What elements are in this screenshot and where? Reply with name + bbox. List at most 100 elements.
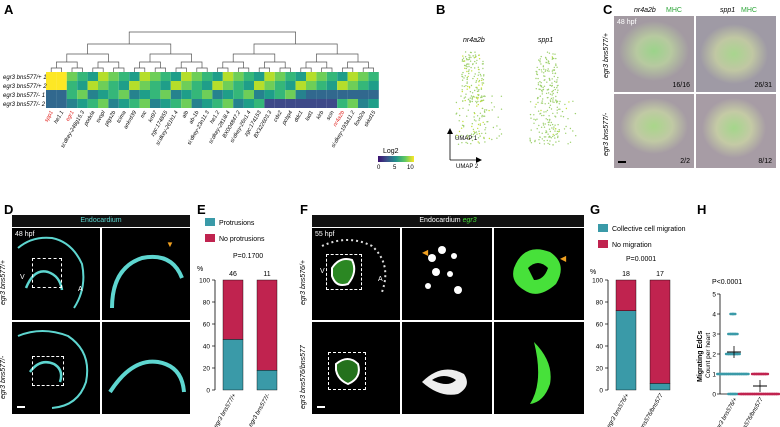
umap-cell xyxy=(480,88,483,91)
heatmap-cell xyxy=(170,81,182,90)
bar-n-label: 11 xyxy=(263,271,270,278)
heatmap-cell xyxy=(243,72,254,81)
umap-cell xyxy=(543,72,545,74)
d-header: Endocardium xyxy=(12,215,190,227)
heatmap-cell xyxy=(222,99,234,108)
umap-cell xyxy=(478,142,480,144)
umap-cell xyxy=(554,137,556,139)
heatmap-cell xyxy=(191,99,202,108)
umap-cell xyxy=(473,132,476,135)
umap-cell xyxy=(472,136,474,138)
heatmap-cell xyxy=(202,99,213,108)
umap-cell xyxy=(482,67,484,70)
umap-cell xyxy=(466,115,468,117)
umap-cell xyxy=(464,96,467,98)
dendrogram-branch xyxy=(264,61,286,68)
umap-cell xyxy=(467,59,469,61)
umap-cell xyxy=(539,61,541,63)
heatmap-cell xyxy=(98,72,109,81)
y-tick-label: 60 xyxy=(203,322,211,329)
heatmap-gene-label: he1.1 xyxy=(53,110,65,125)
umap-cell xyxy=(477,141,479,143)
heatmap-gene-label: ddc1 xyxy=(293,110,304,123)
umap-cell xyxy=(541,100,543,102)
umap-cell xyxy=(551,127,553,129)
umap-cell xyxy=(546,109,549,112)
umap-cell xyxy=(551,58,553,60)
panel-c: nr4a2b MHC spp1 MHC 48 hpf 16/16 26/31 2… xyxy=(600,0,780,170)
umap-cell xyxy=(538,68,540,71)
umap-cell xyxy=(464,75,466,77)
data-point xyxy=(750,372,756,376)
umap-cell xyxy=(466,76,468,79)
umap-cell xyxy=(548,106,551,109)
dendrogram-branch xyxy=(149,53,192,62)
umap-cell xyxy=(485,127,487,129)
umap-cell xyxy=(467,85,469,88)
umap-cell xyxy=(550,137,552,139)
data-point xyxy=(733,332,739,336)
dendrogram-branch xyxy=(180,61,203,68)
d-timepoint: 48 hpf xyxy=(15,231,35,238)
umap-cell xyxy=(545,136,547,138)
heatmap-cell xyxy=(368,99,379,108)
umap-cell xyxy=(569,127,572,130)
umap-cell xyxy=(534,119,537,121)
heatmap-cell xyxy=(170,72,182,81)
umap-cell xyxy=(546,81,548,83)
heatmap-cell xyxy=(160,72,171,81)
heatmap-cell xyxy=(347,99,358,108)
umap-cell xyxy=(472,77,474,80)
umap-cell xyxy=(560,115,562,117)
umap-cell xyxy=(476,115,479,117)
umap-cell xyxy=(539,136,541,138)
c-scale-bar xyxy=(618,161,626,163)
umap-cell xyxy=(575,135,577,137)
umap-cell xyxy=(551,123,554,126)
heatmap-cell xyxy=(181,72,192,81)
umap-cell xyxy=(466,70,468,73)
heatmap-cell xyxy=(118,81,130,90)
umap-cell xyxy=(476,78,479,80)
umap-cell xyxy=(549,130,551,133)
data-point xyxy=(737,392,743,396)
dendrogram-branch xyxy=(87,43,172,54)
umap-cell xyxy=(535,77,537,80)
umap-cell xyxy=(549,84,551,87)
umap-cell xyxy=(536,66,538,69)
umap-cell xyxy=(568,101,570,103)
umap-cell xyxy=(553,66,555,69)
umap-cell xyxy=(490,102,493,104)
c-count-1: 16/16 xyxy=(672,82,690,89)
umap-cell xyxy=(476,88,478,90)
umap-cell xyxy=(545,130,547,132)
heatmap-cell xyxy=(129,90,140,99)
heatmap-cell xyxy=(129,72,140,81)
y-tick-label: 20 xyxy=(596,366,604,373)
panel-f: Endocardium egr3 55 hpf V A ◀ ◀ egr3 bns… xyxy=(300,215,585,420)
umap-cell xyxy=(552,99,554,101)
heatmap-cell xyxy=(191,81,202,90)
heatmap-cell xyxy=(368,90,379,99)
umap-cell xyxy=(498,135,500,137)
heatmap-gene-label: klrb xyxy=(316,110,326,121)
umap-cell xyxy=(477,123,480,126)
umap-cell xyxy=(479,123,481,125)
heatmap-cell xyxy=(87,72,98,81)
umap-cell xyxy=(554,72,557,74)
y-tick-label: 20 xyxy=(203,366,211,373)
heatmap-cell xyxy=(233,99,244,108)
c-image-wt-nr4a2b: 48 hpf 16/16 xyxy=(614,16,694,92)
umap-cell xyxy=(469,55,471,57)
umap-cell xyxy=(554,80,556,83)
umap-cell xyxy=(478,130,480,132)
umap-cell xyxy=(467,135,470,137)
data-point xyxy=(735,352,741,356)
umap-cell xyxy=(478,58,481,60)
f-timepoint: 55 hpf xyxy=(315,231,335,238)
umap-cell xyxy=(470,84,473,87)
c-count-4: 8/12 xyxy=(758,158,772,165)
heatmap-cell xyxy=(170,90,182,99)
heatmap-cell xyxy=(77,90,88,99)
